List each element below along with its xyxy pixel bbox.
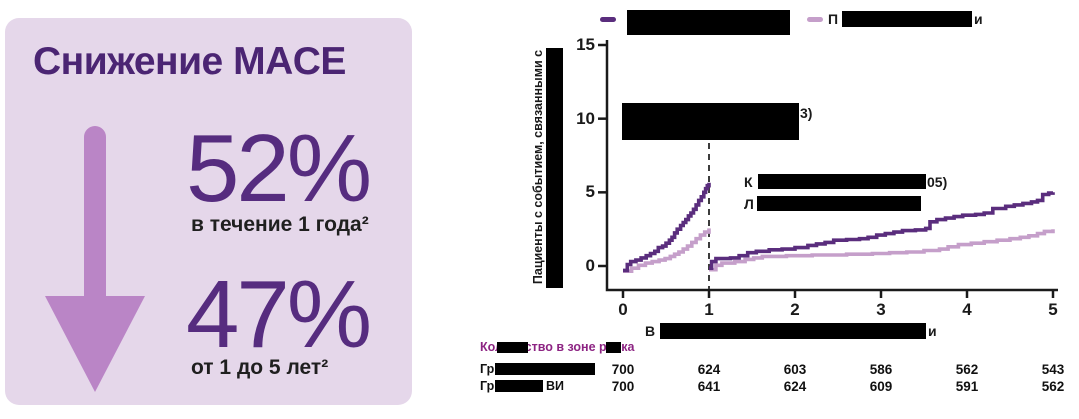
y-axis-label-redaction [546,48,563,288]
light-series-curve [623,228,711,273]
x-tick-label: 1 [704,300,714,319]
risk-value: 609 [869,379,893,394]
x-tick-label: 4 [962,300,972,319]
y-tick-label: 0 [585,256,595,275]
risk-row-label-redaction [495,380,543,392]
legend-marker-dark-icon [600,17,616,22]
stat-1yr-caption: в течение 1 года² [191,213,369,236]
risk-table-title-redaction-2 [606,342,621,353]
risk-value: 700 [611,362,635,377]
risk-value: 543 [1041,362,1065,377]
down-arrow-head-icon [45,296,145,392]
risk-value: 591 [955,379,979,394]
panel-title: Снижение MACE [33,40,346,83]
x-axis-label-fragment-start: В [645,323,656,339]
annotation-1-suffix: 3) [800,105,813,121]
stat-5yr-caption: от 1 до 5 лет² [191,356,329,379]
risk-row-label-fragment: Гр [480,362,495,376]
axes [605,40,1058,292]
risk-row-label-redaction [495,363,595,375]
mace-reduction-panel: Снижение MACE 52% в течение 1 года² 47% … [5,18,412,405]
annotation-2-line2-prefix: Л [744,196,754,212]
annotation-2-line2-redaction [757,196,921,211]
risk-value: 700 [611,379,635,394]
x-tick-label: 0 [618,300,628,319]
legend-label-light-fragment-start: П [828,11,839,27]
dark-series-curve [623,182,711,273]
x-axis-label-redaction [660,323,926,339]
y-axis-label: Пациенты с событием, связанными с [531,49,545,285]
legend-label-dark-redaction [627,10,790,35]
stat-1yr-value: 52% [186,115,372,222]
y-tick-label: 10 [576,108,595,128]
risk-value: 586 [869,362,893,377]
risk-value: 562 [955,362,979,377]
risk-row-label-fragment: Гр [480,379,495,393]
annotation-1-redaction [622,103,799,140]
annotation-2-line1-redaction [758,174,926,189]
risk-value: 603 [783,362,807,377]
y-tick-label: 15 [576,35,595,54]
risk-value: 562 [1041,379,1065,394]
y-tick-label: 5 [585,182,595,202]
light-series-curve [709,229,1055,272]
risk-value: 641 [697,379,721,394]
x-tick-label: 3 [876,300,886,319]
risk-table-title-redaction-1 [497,342,528,353]
down-arrow-icon [84,126,106,298]
risk-value: 624 [783,379,807,394]
dark-series-curve [709,191,1055,270]
x-tick-label: 2 [790,300,800,319]
annotation-2-line1-suffix: 05) [927,174,948,190]
risk-value: 624 [697,362,721,377]
risk-row-label-fragment-end: ВИ [546,379,565,393]
legend-label-light-redaction [842,11,972,27]
legend-marker-light-icon [807,17,823,22]
stat-5yr-value: 47% [186,261,372,368]
annotation-2-line1-prefix: К [744,174,753,190]
x-axis-label-fragment-end: и [928,323,937,339]
x-tick-label: 5 [1048,300,1058,319]
legend-label-light-fragment-end: и [974,11,983,27]
